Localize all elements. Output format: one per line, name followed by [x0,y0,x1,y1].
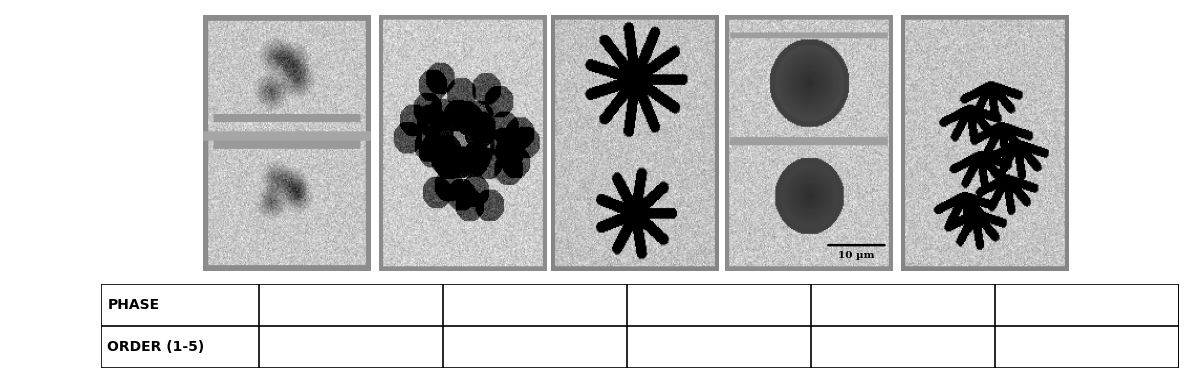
Text: PHASE: PHASE [107,298,160,312]
Text: ORDER (1-5): ORDER (1-5) [107,340,205,354]
Text: 10 µm: 10 µm [839,252,874,261]
